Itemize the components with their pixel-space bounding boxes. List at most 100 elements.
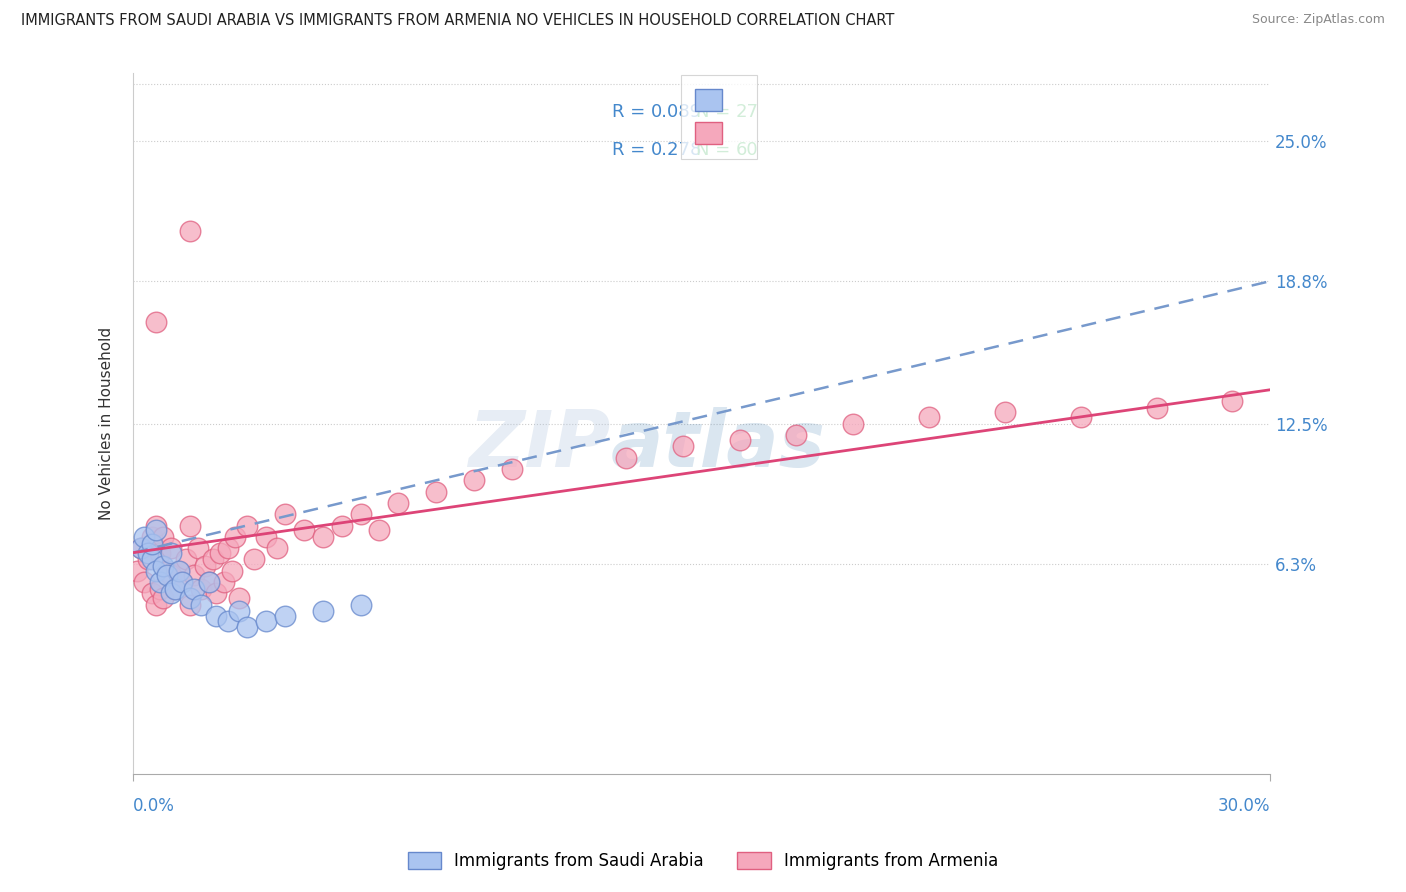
Point (141, 552, 163, 566)
Text: N =: N = (696, 141, 735, 159)
Point (134, 575, 156, 590)
Point (134, 530, 156, 544)
Y-axis label: No Vehicles in Household: No Vehicles in Household (100, 327, 114, 520)
Point (236, 518, 259, 533)
Point (368, 523, 391, 537)
Point (728, 433, 751, 447)
Point (842, 417, 865, 431)
Legend:  ,  : , (681, 75, 756, 159)
Point (228, 591, 250, 605)
Text: 60: 60 (735, 141, 758, 159)
Point (198, 575, 221, 590)
Point (160, 546, 183, 560)
Point (190, 582, 212, 596)
Point (918, 409, 941, 424)
Text: 0.278: 0.278 (651, 141, 702, 159)
Point (172, 575, 194, 590)
Point (136, 546, 159, 560)
Point (156, 568, 179, 582)
Point (136, 552, 159, 566)
Point (387, 496, 409, 510)
Point (425, 484, 447, 499)
Point (190, 598, 212, 612)
Text: Source: ZipAtlas.com: Source: ZipAtlas.com (1251, 13, 1385, 27)
Point (198, 575, 221, 590)
Point (179, 518, 201, 533)
Text: 0.089: 0.089 (651, 103, 702, 120)
Point (179, 598, 201, 612)
Point (145, 523, 167, 537)
Point (292, 523, 315, 537)
Point (129, 541, 152, 556)
Point (125, 564, 148, 578)
Point (311, 605, 333, 619)
Point (1146, 401, 1168, 415)
Legend: Immigrants from Saudi Arabia, Immigrants from Armenia: Immigrants from Saudi Arabia, Immigrants… (401, 845, 1005, 877)
Point (149, 546, 172, 560)
Point (149, 582, 172, 596)
Point (221, 564, 243, 578)
Point (217, 614, 239, 628)
Point (174, 552, 197, 566)
Point (463, 473, 485, 487)
Point (266, 541, 288, 556)
Point (160, 568, 183, 582)
Point (145, 564, 167, 578)
Point (205, 586, 228, 600)
Point (209, 546, 232, 560)
Point (167, 564, 190, 578)
Point (145, 598, 167, 612)
Point (141, 536, 163, 550)
Point (1070, 409, 1092, 424)
Point (614, 450, 637, 465)
Point (217, 541, 239, 556)
Text: 30.0%: 30.0% (1218, 797, 1270, 815)
Point (330, 518, 353, 533)
Point (167, 564, 190, 578)
Point (152, 530, 174, 544)
Point (183, 582, 205, 596)
Point (243, 552, 266, 566)
Point (254, 530, 277, 544)
Point (201, 552, 224, 566)
Text: IMMIGRANTS FROM SAUDI ARABIA VS IMMIGRANTS FROM ARMENIA NO VEHICLES IN HOUSEHOLD: IMMIGRANTS FROM SAUDI ARABIA VS IMMIGRAN… (21, 13, 894, 29)
Point (205, 609, 228, 624)
Point (274, 609, 297, 624)
Text: R =: R = (612, 103, 651, 120)
Text: atlas: atlas (610, 407, 825, 483)
Point (152, 591, 174, 605)
Point (349, 598, 371, 612)
Point (179, 224, 201, 238)
Point (129, 541, 152, 556)
Text: N =: N = (696, 103, 735, 120)
Point (183, 568, 205, 582)
Point (163, 582, 186, 596)
Point (179, 591, 201, 605)
Point (145, 315, 167, 329)
Point (1220, 394, 1243, 409)
Point (163, 582, 186, 596)
Point (145, 518, 167, 533)
Text: 27: 27 (735, 103, 759, 120)
Point (785, 428, 807, 442)
Point (187, 541, 209, 556)
Text: ZIP: ZIP (468, 407, 610, 483)
Point (172, 575, 194, 590)
Point (672, 439, 695, 453)
Point (349, 507, 371, 521)
Point (501, 462, 523, 476)
Point (194, 559, 217, 574)
Point (228, 605, 250, 619)
Point (149, 575, 172, 590)
Point (224, 530, 246, 544)
Text: R =: R = (612, 141, 651, 159)
Point (311, 530, 333, 544)
Point (236, 620, 259, 634)
Point (152, 559, 174, 574)
Point (212, 575, 235, 590)
Point (160, 541, 183, 556)
Point (141, 530, 163, 544)
Point (994, 405, 1017, 419)
Point (141, 586, 163, 600)
Point (254, 614, 277, 628)
